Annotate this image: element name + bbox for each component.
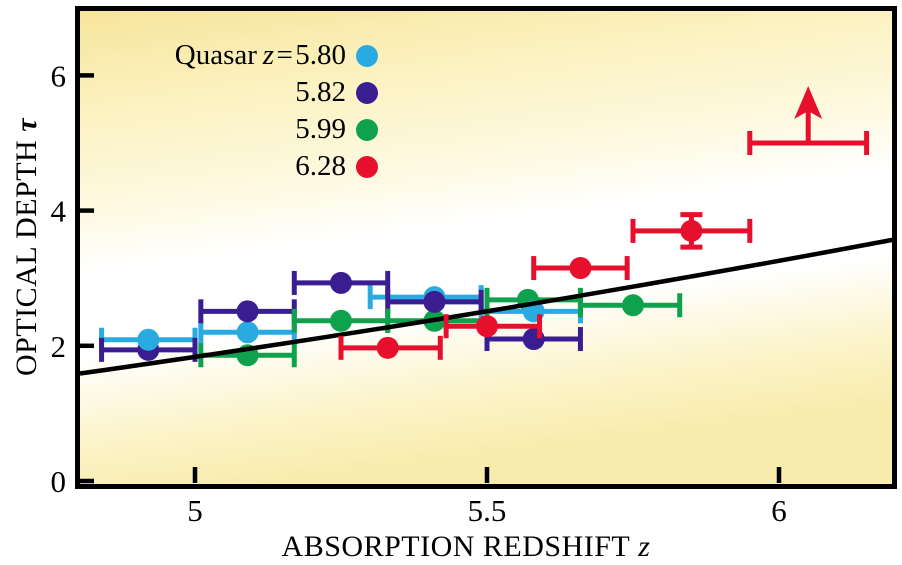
plot-background [77,9,896,486]
z-symbol: z [638,530,651,563]
x-tick-label: 5 [187,493,203,528]
data-point [236,300,259,323]
legend-label: 6.28 [295,150,346,182]
lower-limit-arrow-head [794,86,823,119]
y-tick-label: 6 [51,58,67,93]
legend-row: 5.99 [120,111,378,148]
y-tick-label: 4 [51,194,67,229]
tau-symbol: τ [10,117,43,132]
data-point [680,219,703,242]
legend-dot-5.82 [356,81,378,104]
data-point [622,294,644,317]
y-axis-title: OPTICAL DEPTH τ [10,117,43,377]
x-tick-label: 6 [771,493,787,528]
legend-label: Quasar z = 5.80 [174,39,346,71]
legend-label: 5.99 [295,113,346,145]
legend-row: 6.28 [120,148,378,185]
x-axis-title: ABSORPTION REDSHIFT z [281,530,651,563]
legend-row: 5.82 [120,74,378,111]
data-point [376,336,399,359]
data-point [330,309,352,332]
y-tick-label: 2 [51,329,67,364]
trend-line [79,237,894,376]
legend-label: 5.82 [295,76,346,108]
data-point [569,257,592,280]
x-tick-label: 5.5 [468,493,507,528]
data-point [236,321,259,344]
data-point [423,290,446,313]
legend-row: Quasar z = 5.80 [120,37,378,74]
legend: Quasar z = 5.80 5.82 5.99 6.28 [120,37,378,185]
legend-dot-5.99 [356,118,378,141]
data-point [476,315,498,338]
y-tick-label: 0 [51,464,67,499]
data-point [330,271,352,294]
legend-dot-5.80 [356,44,378,67]
plot-frame [75,6,897,489]
legend-dot-6.28 [356,155,378,178]
data-point [137,328,160,351]
